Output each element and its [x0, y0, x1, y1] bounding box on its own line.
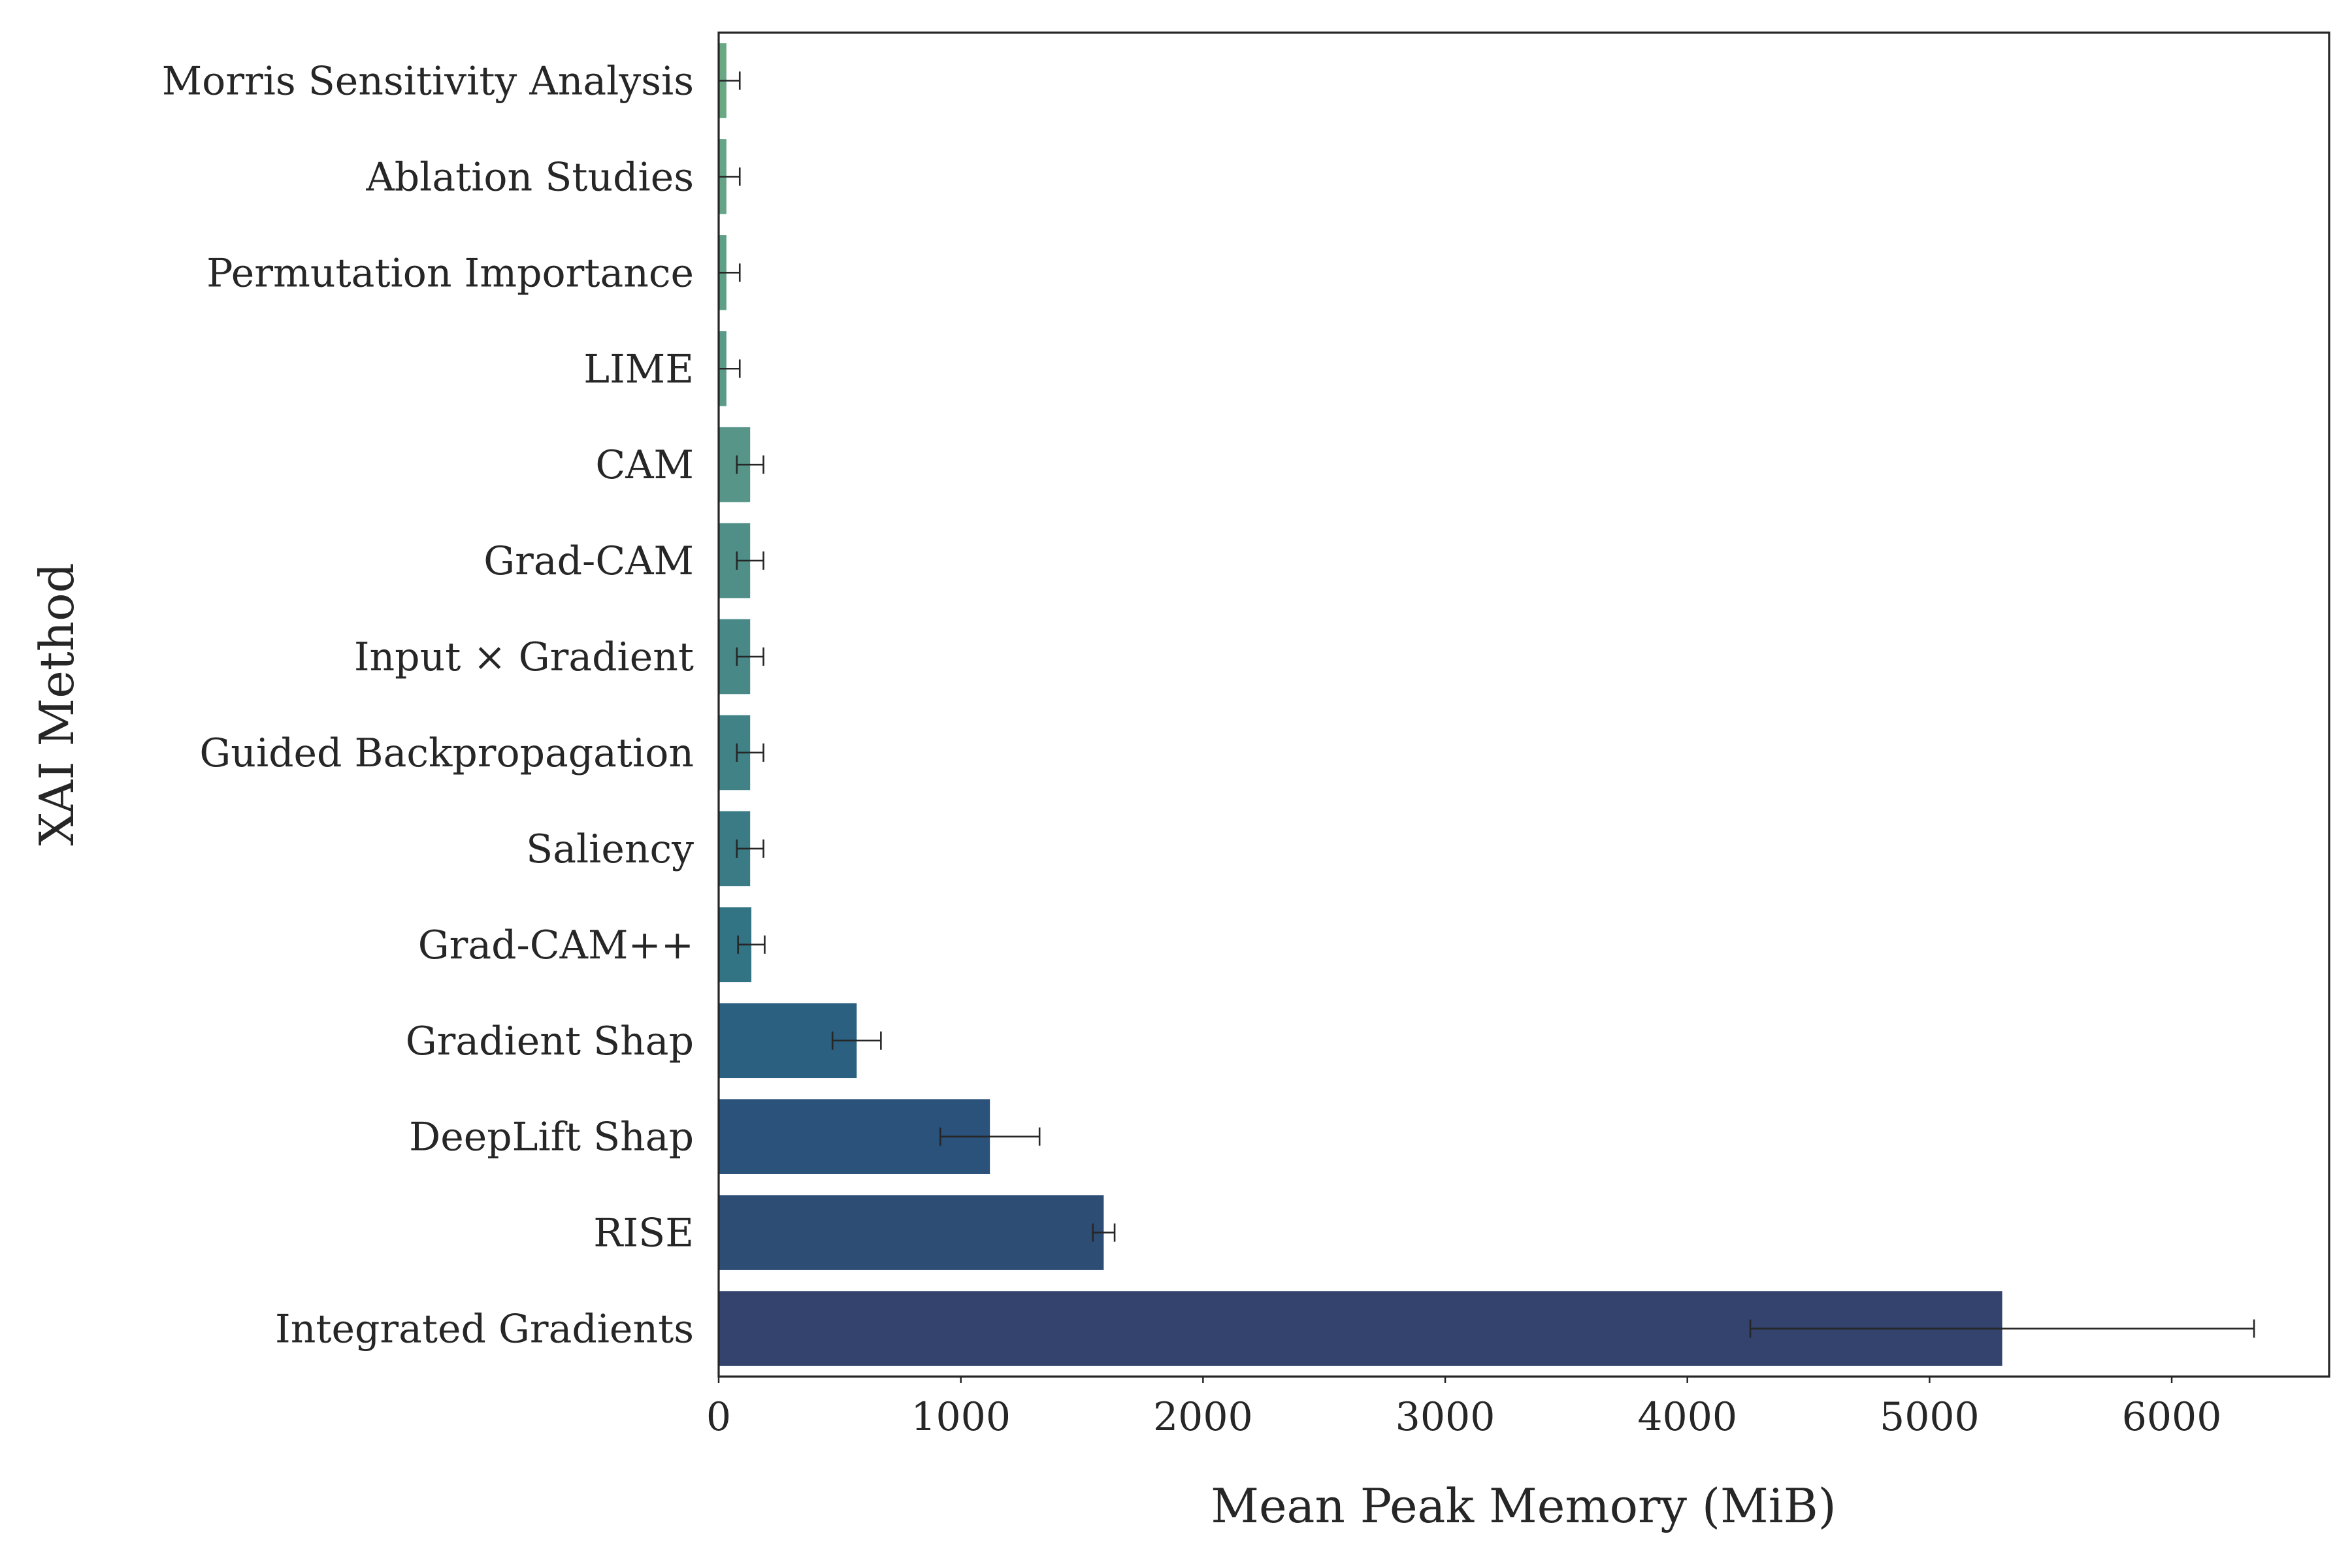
- x-tick-label-5: 5000: [1880, 1394, 1980, 1440]
- bars-layer: [719, 43, 2002, 1366]
- error-bar-7: [736, 743, 764, 762]
- x-ticks-layer: 0 1000 2000 3000 4000 5000 6000: [706, 1377, 2222, 1440]
- error-bar-13: [1749, 1319, 2255, 1338]
- error-bar-12: [1092, 1223, 1116, 1242]
- x-tick-label-2: 2000: [1153, 1394, 1253, 1440]
- x-tick-label-3: 3000: [1396, 1394, 1495, 1440]
- error-bar-11: [939, 1127, 1041, 1146]
- y-labels-layer: Morris Sensitivity Analysis Ablation Stud…: [162, 58, 694, 1352]
- error-bar-6: [736, 647, 764, 666]
- plot-frame: [717, 31, 2330, 1378]
- y-tick-label-11: DeepLift Shap: [409, 1115, 694, 1160]
- y-tick-label-7: Guided Backpropagation: [199, 730, 694, 776]
- bar-12: [719, 1195, 1104, 1270]
- x-tick-label-4: 4000: [1637, 1394, 1737, 1440]
- error-bar-4: [736, 455, 764, 474]
- y-tick-label-3: LIME: [583, 346, 694, 392]
- x-axis-title: Mean Peak Memory (MiB): [1211, 1478, 1837, 1533]
- y-tick-label-9: Grad-CAM++: [418, 923, 694, 968]
- y-tick-label-5: Grad-CAM: [483, 538, 694, 584]
- x-tick-label-6: 6000: [2122, 1394, 2222, 1440]
- x-tick-label-0: 0: [706, 1394, 731, 1440]
- error-bar-9: [737, 935, 766, 954]
- y-tick-label-6: Input × Gradient: [354, 634, 694, 680]
- y-tick-label-12: RISE: [593, 1211, 694, 1256]
- y-tick-label-1: Ablation Studies: [365, 154, 694, 200]
- error-bar-10: [831, 1031, 882, 1050]
- y-tick-label-4: CAM: [595, 442, 694, 488]
- error-bar-8: [736, 839, 764, 858]
- y-axis-title: XAI Method: [29, 563, 84, 845]
- x-tick-label-1: 1000: [911, 1394, 1011, 1440]
- y-tick-label-8: Saliency: [526, 826, 694, 872]
- y-tick-label-0: Morris Sensitivity Analysis: [162, 58, 694, 104]
- error-bar-5: [736, 551, 764, 570]
- y-tick-label-13: Integrated Gradients: [275, 1307, 694, 1352]
- y-tick-label-2: Permutation Importance: [206, 250, 694, 296]
- y-tick-label-10: Gradient Shap: [406, 1019, 694, 1064]
